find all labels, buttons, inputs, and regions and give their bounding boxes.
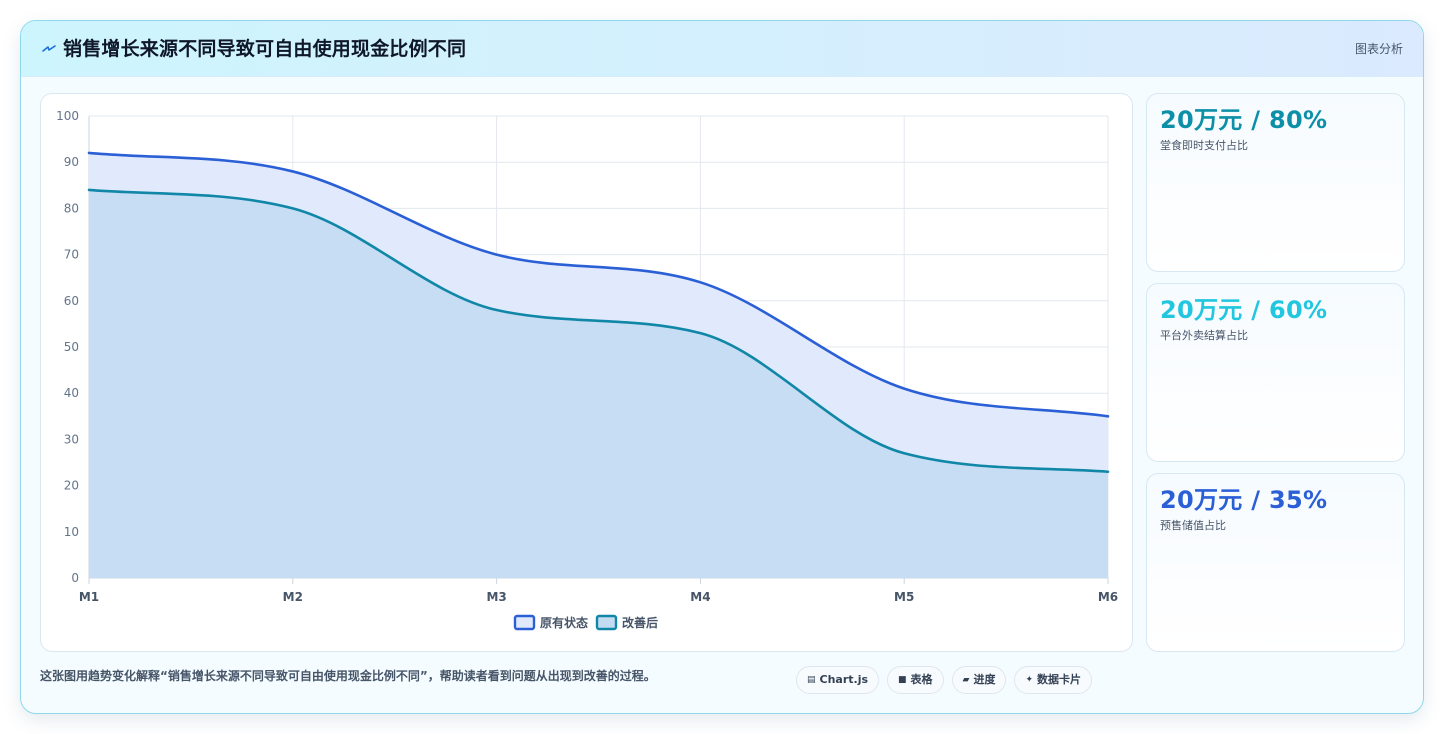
stat-card-dine-in: 20万元 / 80% 堂食即时支付占比: [1146, 93, 1405, 272]
x-tick-label: M4: [690, 590, 710, 604]
chart-icon: ▤: [807, 675, 816, 685]
x-tick-label: M2: [283, 590, 303, 604]
chip-table[interactable]: ■ 表格: [887, 666, 944, 694]
legend-label: 原有状态: [540, 615, 588, 630]
stat-card-presale: 20万元 / 35% 预售储值占比: [1146, 473, 1405, 652]
series-line: [87, 151, 1110, 418]
series-line: [87, 188, 1110, 474]
y-tick-label: 60: [64, 294, 79, 308]
progress-icon: ▰: [962, 675, 970, 685]
stat-value: 20万元 / 80%: [1160, 106, 1328, 134]
x-tick-label: M1: [79, 590, 99, 604]
y-tick-label: 100: [56, 109, 79, 123]
legend-label: 改善后: [622, 615, 658, 630]
chip-progress[interactable]: ▰ 进度: [951, 666, 1007, 694]
x-tick-label: M5: [894, 590, 914, 604]
chip-label: 表格: [910, 673, 933, 686]
stat-card-delivery: 20万元 / 60% 平台外卖结算占比: [1146, 283, 1405, 462]
chip-group: ▤ Chart.js ■ 表格 ▰ 进度 ✦ 数据卡片: [796, 666, 1093, 694]
y-tick-label: 80: [64, 201, 79, 215]
stat-label: 堂食即时支付占比: [1160, 139, 1248, 152]
chip-chartjs[interactable]: ▤ Chart.js: [796, 666, 880, 694]
y-tick-label: 90: [64, 155, 79, 169]
legend-swatch: [513, 614, 536, 631]
y-tick-label: 20: [64, 479, 79, 493]
page-title: 销售增长来源不同导致可自由使用现金比例不同: [63, 38, 467, 60]
stat-label: 平台外卖结算占比: [1160, 329, 1248, 342]
chip-label: 数据卡片: [1037, 673, 1082, 686]
y-tick-label: 50: [64, 340, 79, 354]
card-header: 销售增长来源不同导致可自由使用现金比例不同 图表分析: [21, 21, 1423, 77]
y-tick-label: 30: [64, 432, 79, 446]
sparkle-icon: ✦: [1025, 675, 1034, 685]
legend-swatch: [595, 614, 618, 631]
footer-note: 这张图用趋势变化解释“销售增长来源不同导致可自由使用现金比例不同”，帮助读者看到…: [40, 669, 656, 683]
bolt-icon: [42, 45, 56, 52]
y-tick-label: 10: [64, 525, 79, 539]
stat-value: 20万元 / 60%: [1160, 296, 1328, 324]
y-tick-label: 70: [64, 248, 79, 262]
stat-label: 预售储值占比: [1160, 519, 1226, 532]
chip-label: Chart.js: [819, 673, 869, 686]
x-tick-label: M6: [1098, 590, 1118, 604]
series-area: [89, 189, 1108, 579]
y-tick-label: 40: [64, 386, 79, 400]
chip-label: 进度: [973, 673, 996, 686]
y-tick-label: 0: [71, 571, 79, 585]
table-icon: ■: [898, 675, 907, 685]
chip-data-card[interactable]: ✦ 数据卡片: [1014, 666, 1093, 694]
area-chart: 0 10 20 30 40 50 60 70 80 90 100 M1 M2 M3 M4 M5 M6 原有状态 改善…: [56, 109, 1118, 631]
x-tick-label: M3: [486, 590, 506, 604]
chart-card: 销售增长来源不同导致可自由使用现金比例不同 图表分析 0 10 20 30 40 50 60…: [20, 20, 1424, 714]
header-tag: 图表分析: [1354, 42, 1403, 56]
chart-panel: 0 10 20 30 40 50 60 70 80 90 100 M1 M2 M3 M4 M5 M6 原有状态 改善…: [40, 93, 1133, 652]
stat-value: 20万元 / 35%: [1160, 486, 1328, 514]
